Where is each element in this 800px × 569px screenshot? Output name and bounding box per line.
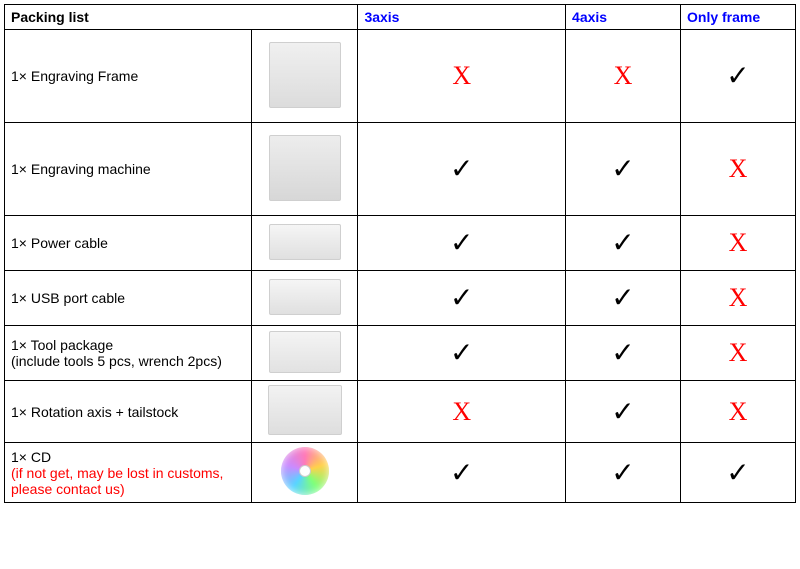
cell-3axis: X [358, 381, 566, 443]
item-name: 1× Power cable [11, 235, 108, 251]
cell-3axis: X [358, 30, 566, 123]
cell-4axis: ✓ [566, 326, 681, 381]
cell-4axis: ✓ [566, 123, 681, 216]
name-cell: 1× USB port cable [5, 271, 252, 326]
x-icon: X [729, 283, 748, 312]
image-cell [251, 271, 357, 326]
cell-onlyframe: X [681, 271, 796, 326]
image-cell [251, 123, 357, 216]
check-icon: ✓ [611, 154, 634, 185]
name-cell: 1× CD(if not get, may be lost in customs… [5, 443, 252, 503]
check-icon: ✓ [611, 458, 634, 489]
x-icon: X [729, 154, 748, 183]
check-icon: ✓ [611, 228, 634, 259]
cell-4axis: ✓ [566, 271, 681, 326]
check-icon: ✓ [611, 338, 634, 369]
cell-onlyframe: X [681, 123, 796, 216]
product-image-cable [269, 224, 341, 260]
check-icon: ✓ [450, 338, 473, 369]
item-note: (if not get, may be lost in customs, ple… [11, 465, 223, 497]
product-image-frame [269, 42, 341, 108]
check-icon: ✓ [450, 228, 473, 259]
item-name: 1× Rotation axis + tailstock [11, 404, 178, 420]
item-name: 1× Tool package [11, 337, 113, 353]
image-cell [251, 326, 357, 381]
cell-onlyframe: ✓ [681, 30, 796, 123]
x-icon: X [614, 61, 633, 90]
header-onlyframe: Only frame [681, 5, 796, 30]
table-row: 1× Rotation axis + tailstock X ✓ X [5, 381, 796, 443]
check-icon: ✓ [726, 458, 749, 489]
table-body: 1× Engraving FrameXX✓1× Engraving machin… [5, 30, 796, 503]
packing-list-table: Packing list 3axis 4axis Only frame 1× E… [4, 4, 796, 503]
table-row: 1× Power cable ✓ ✓ X [5, 216, 796, 271]
cell-onlyframe: ✓ [681, 443, 796, 503]
item-note: (include tools 5 pcs, wrench 2pcs) [11, 353, 222, 369]
product-image-machine [269, 135, 341, 201]
cell-3axis: ✓ [358, 443, 566, 503]
item-name: 1× Engraving machine [11, 161, 151, 177]
product-image-cd [281, 447, 329, 495]
product-image-tools [269, 331, 341, 373]
check-icon: ✓ [450, 154, 473, 185]
product-image-cable [269, 279, 341, 315]
cell-4axis: ✓ [566, 216, 681, 271]
x-icon: X [452, 397, 471, 426]
name-cell: 1× Power cable [5, 216, 252, 271]
cell-3axis: ✓ [358, 123, 566, 216]
x-icon: X [729, 397, 748, 426]
header-title: Packing list [5, 5, 358, 30]
check-icon: ✓ [450, 283, 473, 314]
check-icon: ✓ [726, 61, 749, 92]
check-icon: ✓ [611, 283, 634, 314]
cell-onlyframe: X [681, 326, 796, 381]
cell-3axis: ✓ [358, 326, 566, 381]
x-icon: X [729, 338, 748, 367]
item-name: 1× CD [11, 449, 51, 465]
name-cell: 1× Engraving machine [5, 123, 252, 216]
cell-4axis: ✓ [566, 381, 681, 443]
check-icon: ✓ [611, 397, 634, 428]
header-row: Packing list 3axis 4axis Only frame [5, 5, 796, 30]
cell-onlyframe: X [681, 381, 796, 443]
item-name: 1× USB port cable [11, 290, 125, 306]
item-name: 1× Engraving Frame [11, 68, 138, 84]
image-cell [251, 30, 357, 123]
table-row: 1× CD(if not get, may be lost in customs… [5, 443, 796, 503]
header-3axis: 3axis [358, 5, 566, 30]
product-image-rotation [268, 385, 342, 435]
cell-3axis: ✓ [358, 271, 566, 326]
image-cell [251, 216, 357, 271]
cell-4axis: X [566, 30, 681, 123]
x-icon: X [452, 61, 471, 90]
table-row: 1× Engraving Frame X X ✓ [5, 30, 796, 123]
name-cell: 1× Engraving Frame [5, 30, 252, 123]
cell-onlyframe: X [681, 216, 796, 271]
table-row: 1× Engraving machine ✓ ✓ X [5, 123, 796, 216]
x-icon: X [729, 228, 748, 257]
cell-3axis: ✓ [358, 216, 566, 271]
header-4axis: 4axis [566, 5, 681, 30]
table-row: 1× Tool package(include tools 5 pcs, wre… [5, 326, 796, 381]
table-row: 1× USB port cable ✓ ✓ X [5, 271, 796, 326]
check-icon: ✓ [450, 458, 473, 489]
image-cell [251, 443, 357, 503]
name-cell: 1× Tool package(include tools 5 pcs, wre… [5, 326, 252, 381]
image-cell [251, 381, 357, 443]
cell-4axis: ✓ [566, 443, 681, 503]
name-cell: 1× Rotation axis + tailstock [5, 381, 252, 443]
